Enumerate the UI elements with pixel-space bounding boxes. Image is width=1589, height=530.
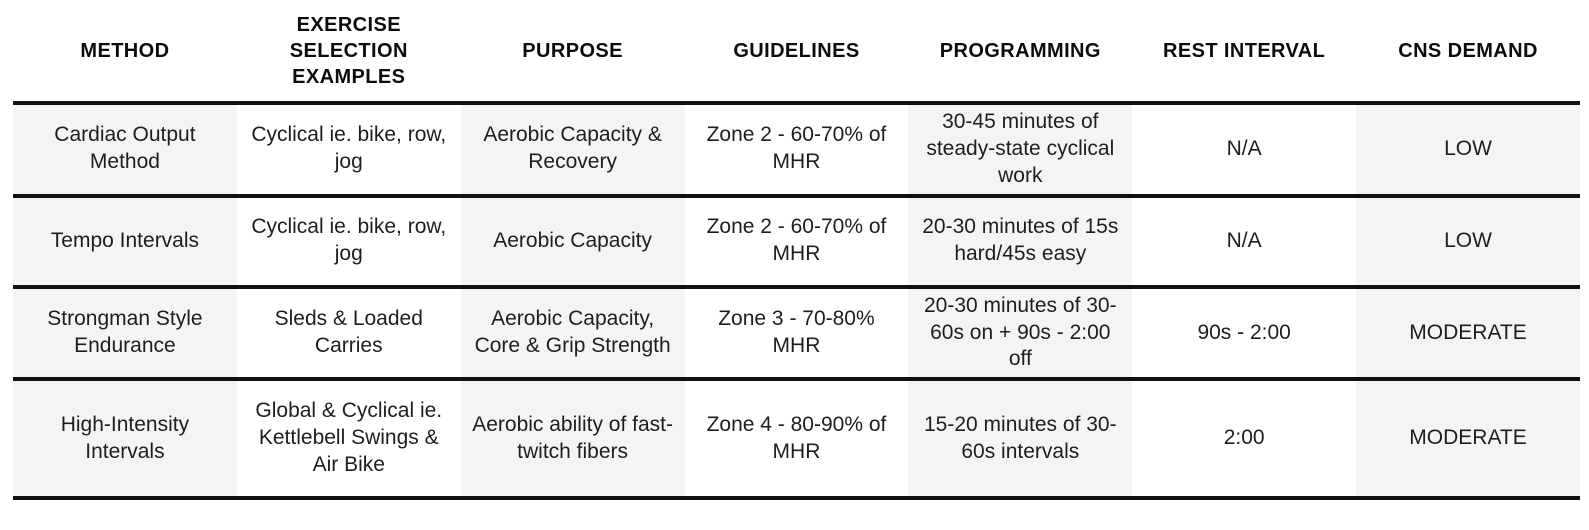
rest-interval-cell: N/A xyxy=(1132,103,1357,196)
method-cell: Strongman Style Endurance xyxy=(13,286,237,380)
purpose-cell: Aerobic ability of fast-twitch fibers xyxy=(460,379,685,499)
column-header-exercise-selection: EXERCISE SELECTION EXAMPLES xyxy=(236,0,461,105)
table-row-strongman-endurance: Strongman Style Endurance Sleds & Loaded… xyxy=(13,286,1580,380)
cns-demand-cell: MODERATE xyxy=(1356,286,1580,380)
guidelines-cell: Zone 4 - 80-90% of MHR xyxy=(684,379,909,499)
header-row: METHOD EXERCISE SELECTION EXAMPLES PURPO… xyxy=(13,0,1580,105)
guidelines-cell: Zone 2 - 60-70% of MHR xyxy=(684,195,909,287)
column-header-method: METHOD xyxy=(13,0,237,105)
purpose-cell: Aerobic Capacity xyxy=(460,195,685,287)
table-row-tempo-intervals: Tempo Intervals Cyclical ie. bike, row, … xyxy=(13,195,1580,287)
cns-demand-cell: MODERATE xyxy=(1356,379,1580,499)
exercise-selection-cell: Cyclical ie. bike, row, jog xyxy=(236,195,461,287)
exercise-selection-cell: Cyclical ie. bike, row, jog xyxy=(236,103,461,196)
column-header-programming: PROGRAMMING xyxy=(908,0,1133,105)
column-header-guidelines: GUIDELINES xyxy=(684,0,909,105)
guidelines-cell: Zone 3 - 70-80% MHR xyxy=(684,286,909,380)
column-header-rest-interval: REST INTERVAL xyxy=(1132,0,1357,105)
programming-cell: 15-20 minutes of 30-60s intervals xyxy=(908,379,1133,499)
cns-demand-cell: LOW xyxy=(1356,195,1580,287)
table-row-cardiac-output: Cardiac Output Method Cyclical ie. bike,… xyxy=(13,103,1580,196)
method-cell: Cardiac Output Method xyxy=(13,103,237,196)
table-row-high-intensity-intervals: High-Intensity Intervals Global & Cyclic… xyxy=(13,379,1580,499)
guidelines-cell: Zone 2 - 60-70% of MHR xyxy=(684,103,909,196)
rest-interval-cell: 2:00 xyxy=(1132,379,1357,499)
cns-demand-cell: LOW xyxy=(1356,103,1580,196)
table-body: Cardiac Output Method Cyclical ie. bike,… xyxy=(13,103,1580,499)
purpose-cell: Aerobic Capacity, Core & Grip Strength xyxy=(460,286,685,380)
purpose-cell: Aerobic Capacity & Recovery xyxy=(460,103,685,196)
table-header: METHOD EXERCISE SELECTION EXAMPLES PURPO… xyxy=(13,0,1580,105)
exercise-selection-cell: Global & Cyclical ie. Kettlebell Swings … xyxy=(236,379,461,499)
exercise-selection-cell: Sleds & Loaded Carries xyxy=(236,286,461,380)
programming-cell: 30-45 minutes of steady-state cyclical w… xyxy=(908,103,1133,196)
column-header-cns-demand: CNS DEMAND xyxy=(1356,0,1580,105)
method-cell: Tempo Intervals xyxy=(13,195,237,287)
rest-interval-cell: N/A xyxy=(1132,195,1357,287)
programming-cell: 20-30 minutes of 15s hard/45s easy xyxy=(908,195,1133,287)
column-header-purpose: PURPOSE xyxy=(460,0,685,105)
programming-cell: 20-30 minutes of 30-60s on + 90s - 2:00 … xyxy=(908,286,1133,380)
rest-interval-cell: 90s - 2:00 xyxy=(1132,286,1357,380)
training-methods-table: METHOD EXERCISE SELECTION EXAMPLES PURPO… xyxy=(13,0,1580,500)
method-cell: High-Intensity Intervals xyxy=(13,379,237,499)
